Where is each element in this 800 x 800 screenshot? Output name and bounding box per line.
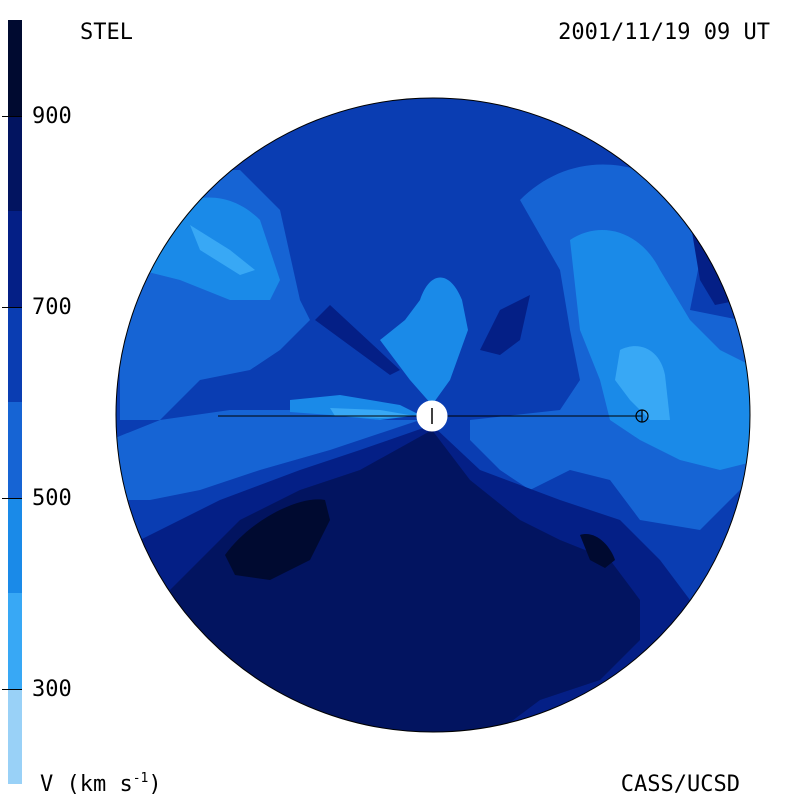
- colorbar-unit-label: V (km s-1): [40, 772, 162, 796]
- contour-lower-fastest: [225, 499, 330, 580]
- colorbar-segment: [8, 593, 22, 689]
- colorbar-tick: [2, 497, 22, 499]
- sun-marker: [416, 400, 448, 432]
- earth-marker: [635, 409, 649, 423]
- credit-label: CASS/UCSD: [620, 772, 740, 797]
- colorbar-segment: [8, 306, 22, 402]
- colorbar-tick-label: 900: [32, 103, 72, 129]
- contour-center-upper: [380, 277, 468, 405]
- colorbar-segment: [8, 402, 22, 498]
- unit-suffix: ): [148, 772, 162, 797]
- colorbar-segment: [8, 115, 22, 211]
- contour-left-slow: [190, 225, 255, 275]
- contour-upper-fast-wedge: [480, 295, 530, 355]
- unit-prefix: V (km s: [40, 772, 133, 797]
- colorbar-tick-label: 500: [32, 485, 72, 511]
- colorbar-tick-label: 700: [32, 294, 72, 320]
- contour-left-lower: [116, 410, 420, 500]
- colorbar-segment: [8, 211, 22, 307]
- colorbar-segment: [8, 688, 22, 784]
- contour-right-fastest: [580, 534, 615, 568]
- contour-right-band: [570, 230, 750, 470]
- observatory-label: STEL: [80, 20, 133, 45]
- timestamp-label: 2001/11/19 09 UT: [558, 20, 770, 45]
- colorbar-tick: [2, 688, 22, 690]
- colorbar-tick: [2, 306, 22, 308]
- unit-exponent: -1: [132, 771, 149, 786]
- contour-right-slow: [615, 346, 670, 420]
- colorbar-segment: [8, 497, 22, 593]
- colorbar: [8, 20, 22, 784]
- contour-upper-fast-left: [315, 305, 400, 375]
- colorbar-tick-label: 300: [32, 676, 72, 702]
- colorbar-segment: [8, 20, 22, 116]
- colorbar-tick: [2, 115, 22, 117]
- map-outline: [115, 97, 751, 733]
